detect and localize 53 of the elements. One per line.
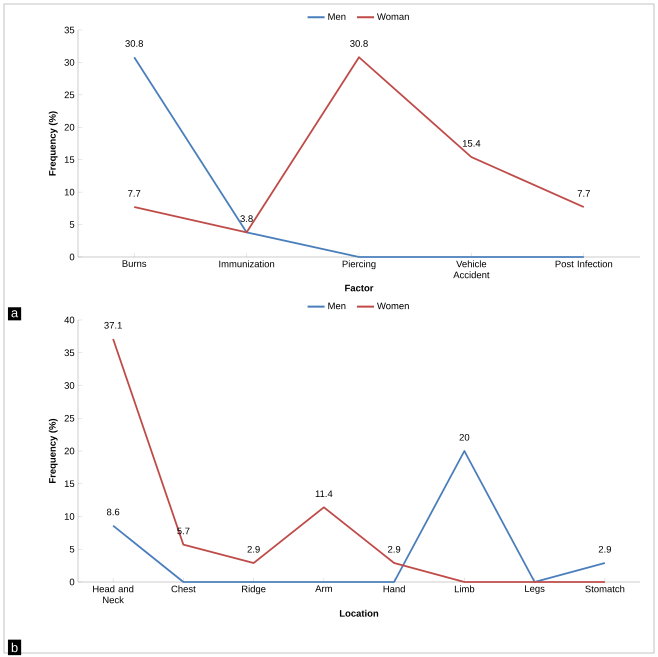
x-axis-title: Factor [345, 284, 374, 292]
data-label: 15.4 [462, 140, 480, 147]
data-label: 20 [460, 434, 470, 441]
y-tick-label: 0 [70, 578, 74, 586]
text: a [11, 310, 18, 318]
y-tick-label: 5 [70, 221, 74, 228]
x-tick-label: Ridge [242, 585, 266, 594]
x-tick-label: Immunization [219, 260, 274, 268]
y-tick-label: 15 [64, 156, 74, 164]
x-tick-label: Chest [171, 585, 196, 592]
x-tick-label: Post Infection [556, 260, 612, 268]
y-tick-label: 20 [64, 448, 74, 454]
data-label: 7.7 [128, 190, 140, 197]
data-label: 37.1 [104, 322, 122, 329]
x-tick-label: Limb [454, 585, 474, 592]
x-tick-label: Head and Neck [93, 585, 134, 604]
data-label: 3.8 [240, 215, 253, 222]
x-tick-label: Burns [122, 260, 146, 267]
data-label: 7.7 [578, 190, 590, 197]
x-tick-label: Stomatch [585, 585, 624, 592]
x-axis-title: Location [340, 610, 378, 617]
y-tick-label: 35 [64, 349, 74, 356]
y-tick-label: 0 [70, 254, 74, 260]
y-tick-label: 30 [64, 382, 74, 389]
y-tick-label: 30 [64, 59, 74, 66]
x-tick-label: Legs [525, 585, 545, 594]
y-tick-label: 15 [64, 480, 74, 488]
data-label: 2.9 [598, 546, 611, 553]
x-tick-label: Hand [384, 585, 405, 592]
text: b [12, 642, 18, 652]
y-tick-label: 35 [64, 26, 74, 34]
data-label: 11.4 [316, 490, 332, 497]
y-tick-label: 20 [64, 124, 74, 131]
y-tick-label: 25 [64, 92, 74, 98]
x-tick-label: Vehicle Accident [453, 260, 490, 278]
y-axis-title: Frequency (%) [48, 111, 58, 176]
y-tick-label: 5 [70, 546, 74, 553]
data-label: 2.9 [388, 546, 400, 553]
legend-label: Women [377, 302, 409, 310]
y-tick-label: 25 [64, 414, 74, 422]
data-label: 30.8 [350, 40, 368, 47]
y-axis-title: Frequency (%) [48, 418, 58, 483]
legend-label: Woman [377, 13, 409, 20]
data-label: 30.8 [125, 40, 144, 47]
x-tick-label: Piercing [342, 260, 376, 270]
data-label: 8.6 [106, 508, 120, 516]
y-tick-label: 10 [64, 513, 74, 520]
data-label: 2.9 [248, 546, 260, 553]
x-tick-label: Arm [315, 585, 332, 592]
legend-label: Men [328, 302, 346, 310]
y-tick-label: 40 [64, 316, 74, 324]
legend-label: Men [328, 13, 346, 20]
y-tick-label: 10 [64, 188, 74, 196]
